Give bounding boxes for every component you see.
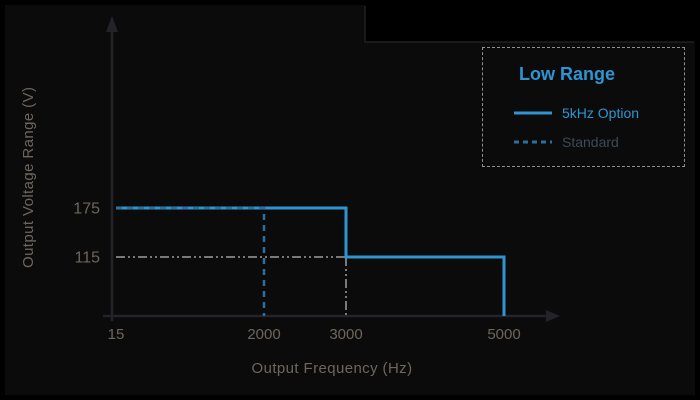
x-tick-label-2000: 2000 [247,326,280,343]
y-tick-label-175: 175 [73,201,100,218]
y-axis-arrow [106,16,118,32]
x-axis-arrow [546,310,560,322]
legend-sample-dashed-line [514,140,552,144]
x-tick-label-15: 15 [108,326,125,343]
x-tick-label-3000: 3000 [329,326,362,343]
series-line-standard [116,206,266,316]
figure-background [5,5,695,395]
y-tick-label-115: 115 [74,250,100,267]
axes [103,16,560,322]
legend-title: Low Range [519,64,616,84]
y-axis-title: Output Voltage Range (V) [20,86,37,269]
legend-item-standard: Standard [513,133,619,151]
x-tick-label-5000: 5000 [487,326,520,343]
legend: Low Range 5kHz Option Standard [482,47,685,167]
series-line-5khz-option [116,206,506,316]
legend-item-5khz-option: 5kHz Option [513,104,639,122]
legend-item-label: 5kHz Option [562,105,640,121]
x-axis-title: Output Frequency (Hz) [251,360,413,377]
legend-item-label: Standard [562,134,619,150]
figure-step-edge [364,6,694,43]
legend-sample-solid-line [514,111,552,115]
